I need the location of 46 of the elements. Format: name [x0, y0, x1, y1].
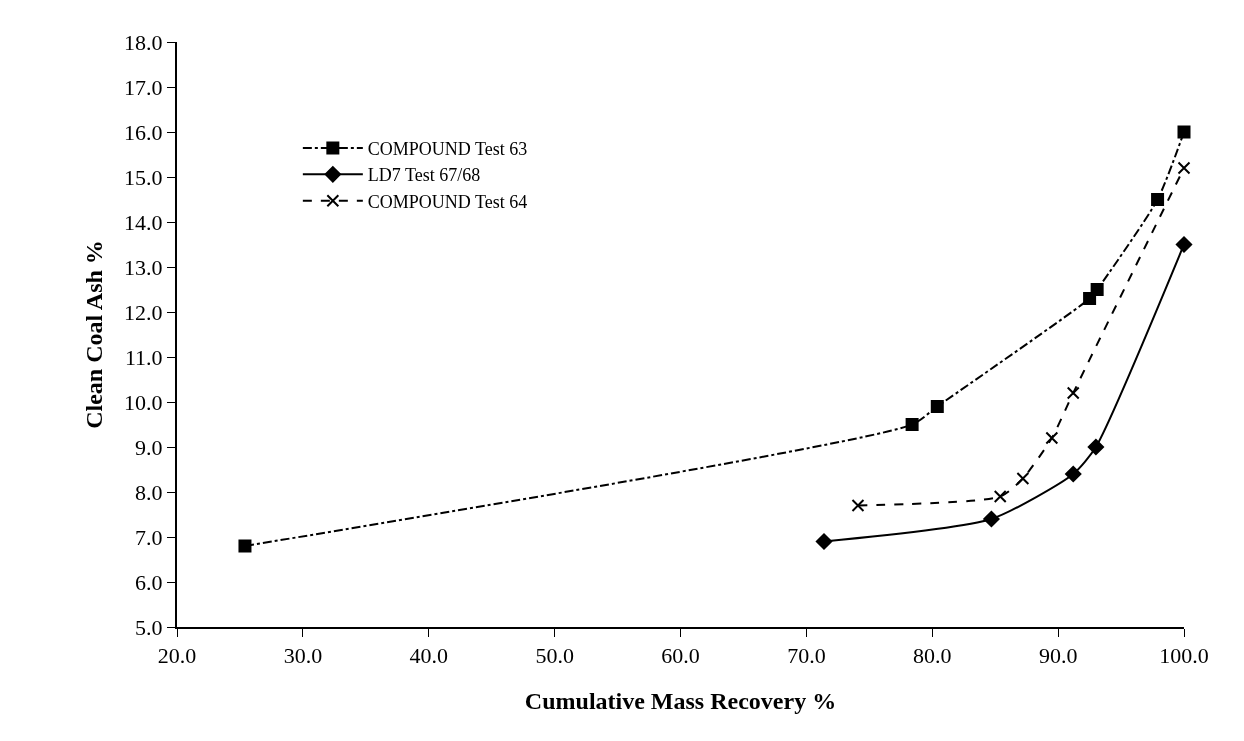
x-axis-title: Cumulative Mass Recovery %	[524, 688, 837, 715]
y-tick-label: 5.0	[135, 614, 163, 640]
x-tick-label: 80.0	[913, 643, 952, 669]
point	[1066, 386, 1080, 400]
y-axis-title: Clean Coal Ash %	[80, 240, 107, 429]
point	[930, 400, 944, 413]
point	[1151, 193, 1165, 206]
point	[1065, 465, 1082, 483]
legend-label: COMPOUND Test 63	[367, 138, 528, 159]
point	[1175, 236, 1193, 253]
point	[1045, 431, 1059, 445]
y-tick-label: 12.0	[124, 299, 163, 325]
x-tick-label: 50.0	[535, 643, 574, 669]
legend-label: COMPOUND Test 64	[367, 191, 528, 212]
point	[238, 539, 252, 553]
y-tick-label: 17.0	[124, 74, 163, 100]
x-tick-label: 40.0	[409, 643, 448, 669]
x-tick-label: 100.0	[1159, 643, 1209, 669]
point	[1090, 283, 1104, 296]
y-tick-label: 11.0	[124, 344, 163, 370]
legend-label: LD7 Test 67/68	[367, 165, 481, 186]
point	[1087, 438, 1105, 456]
y-tick-label: 7.0	[135, 524, 163, 550]
point	[851, 499, 865, 512]
point	[815, 533, 833, 550]
y-tick-label: 16.0	[124, 119, 163, 145]
y-tick-label: 18.0	[124, 29, 163, 55]
point	[983, 510, 1000, 528]
y-tick-label: 10.0	[124, 389, 163, 415]
point	[1177, 125, 1191, 139]
x-tick-label: 90.0	[1038, 643, 1078, 669]
y-tick-label: 15.0	[124, 164, 163, 190]
point	[1083, 292, 1097, 305]
point	[993, 490, 1007, 503]
x-tick-label: 70.0	[787, 643, 826, 669]
point	[905, 418, 919, 431]
point	[1177, 161, 1191, 175]
y-tick-label: 14.0	[124, 209, 163, 235]
point	[1016, 472, 1030, 485]
y-tick-label: 9.0	[135, 434, 163, 460]
x-tick-label: 30.0	[283, 643, 323, 669]
y-tick-label: 8.0	[135, 479, 163, 505]
x-tick-label: 20.0	[157, 643, 197, 669]
x-tick-label: 60.0	[661, 643, 700, 669]
y-tick-label: 6.0	[135, 569, 163, 595]
y-tick-label: 13.0	[124, 254, 163, 280]
